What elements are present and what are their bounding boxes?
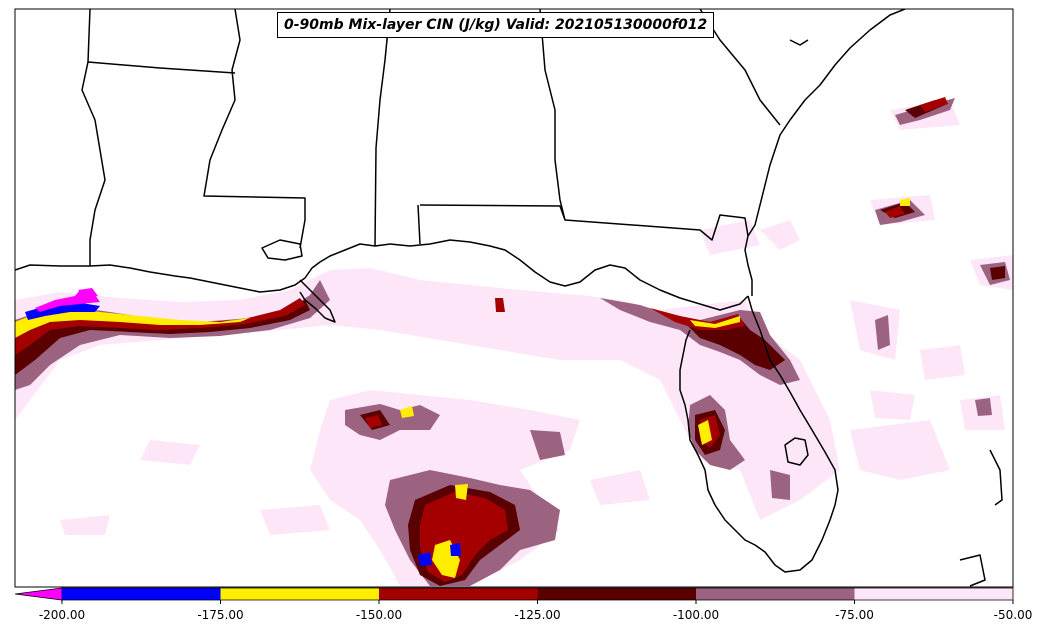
coastline-florida	[679, 295, 839, 573]
coastline-tx-la	[15, 243, 391, 293]
colorbar-segment	[220, 588, 379, 600]
colorbar-tick-label: -200.00	[38, 608, 86, 622]
colorbar-segment	[62, 588, 221, 600]
colorbar-tick-label: -75.00	[835, 608, 874, 622]
colorbar-segment	[537, 588, 696, 600]
cin-shading	[15, 97, 1013, 586]
map-title: 0-90mb Mix-layer CIN (J/kg) Valid: 20210…	[277, 12, 715, 38]
colorbar-extend-triangle	[14, 587, 63, 601]
cin-blue-areas	[25, 302, 461, 566]
colorbar-segment	[379, 588, 538, 600]
colorbar-tick-label: -50.00	[993, 608, 1033, 622]
coastline-ms-al-fl	[389, 239, 749, 311]
colorbar	[14, 587, 1014, 604]
border-la-ms	[203, 9, 306, 249]
lake-okeechobee	[784, 437, 809, 466]
lake-pontchartrain	[261, 239, 303, 261]
plot-frame	[14, 8, 1014, 588]
border-ar-la	[87, 61, 236, 74]
colorbar-tick-label: -175.00	[197, 608, 244, 622]
colorbar-tick-label: -125.00	[514, 608, 561, 622]
border-al-fl-2	[417, 204, 421, 245]
border-al-fl	[419, 204, 749, 241]
colorbar-tick-label: -150.00	[355, 608, 403, 622]
coastlines-and-borders	[15, 9, 1003, 587]
colorbar-segment	[854, 588, 1013, 600]
coastline-delta	[299, 279, 336, 323]
border-al-ga	[539, 9, 566, 221]
border-tx-la	[81, 9, 106, 266]
cin-magenta-areas	[35, 288, 100, 312]
border-ms-al	[374, 9, 391, 247]
colorbar-tick-label: -100.00	[672, 608, 720, 622]
coastline-florida-east	[744, 9, 906, 296]
colorbar-segment	[696, 588, 855, 600]
